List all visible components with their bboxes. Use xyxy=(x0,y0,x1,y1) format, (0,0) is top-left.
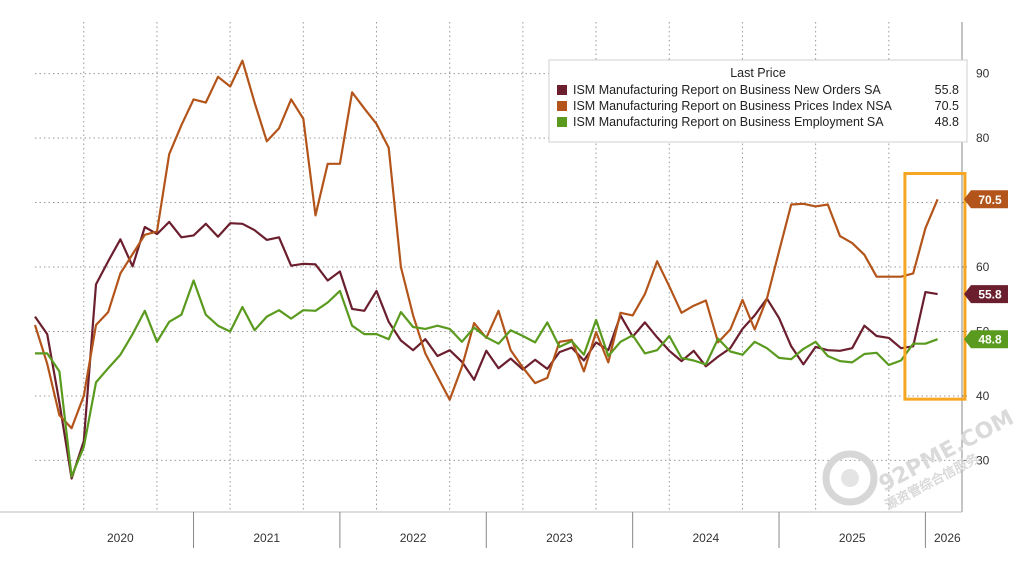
legend-label-2: ISM Manufacturing Report on Business Emp… xyxy=(573,115,884,129)
x-tick-label-2022: 2022 xyxy=(400,531,427,545)
x-tick-label-2025: 2025 xyxy=(839,531,866,545)
series-line-2 xyxy=(35,279,938,478)
last-value-tag-1 xyxy=(964,190,1008,209)
legend-swatch-2 xyxy=(557,117,567,127)
y-tick-label-90: 90 xyxy=(976,67,990,81)
last-value-tag-2 xyxy=(964,330,1008,349)
last-value-label-2: 48.8 xyxy=(978,333,1002,347)
last-value-tag-0 xyxy=(964,285,1008,304)
swirl-logo-icon-core xyxy=(841,469,859,487)
legend-swatch-0 xyxy=(557,85,567,95)
x-tick-label-2024: 2024 xyxy=(692,531,719,545)
legend-title: Last Price xyxy=(730,66,786,80)
y-tick-label-40: 40 xyxy=(976,389,990,403)
legend-value-0: 55.8 xyxy=(935,83,959,97)
y-tick-label-30: 30 xyxy=(976,453,990,467)
legend-box xyxy=(548,59,968,143)
legend-value-1: 70.5 xyxy=(935,99,959,113)
legend-value-2: 48.8 xyxy=(935,115,959,129)
swirl-logo-icon xyxy=(822,450,878,506)
legend-label-0: ISM Manufacturing Report on Business New… xyxy=(573,83,881,97)
legend-label-1: ISM Manufacturing Report on Business Pri… xyxy=(573,99,893,113)
legend-swatch-1 xyxy=(557,101,567,111)
highlight-box xyxy=(903,172,967,401)
series-line-0 xyxy=(34,220,938,480)
last-value-label-0: 55.8 xyxy=(978,288,1002,302)
last-value-label-1: 70.5 xyxy=(978,193,1002,207)
x-tick-label-2021: 2021 xyxy=(253,531,280,545)
watermark-line1: 92PME.COM xyxy=(875,405,1018,497)
x-tick-label-2023: 2023 xyxy=(546,531,573,545)
x-tick-label-2020: 2020 xyxy=(107,531,134,545)
y-tick-label-60: 60 xyxy=(976,260,990,274)
y-tick-label-80: 80 xyxy=(976,131,990,145)
x-tick-label-2026: 2026 xyxy=(934,531,961,545)
